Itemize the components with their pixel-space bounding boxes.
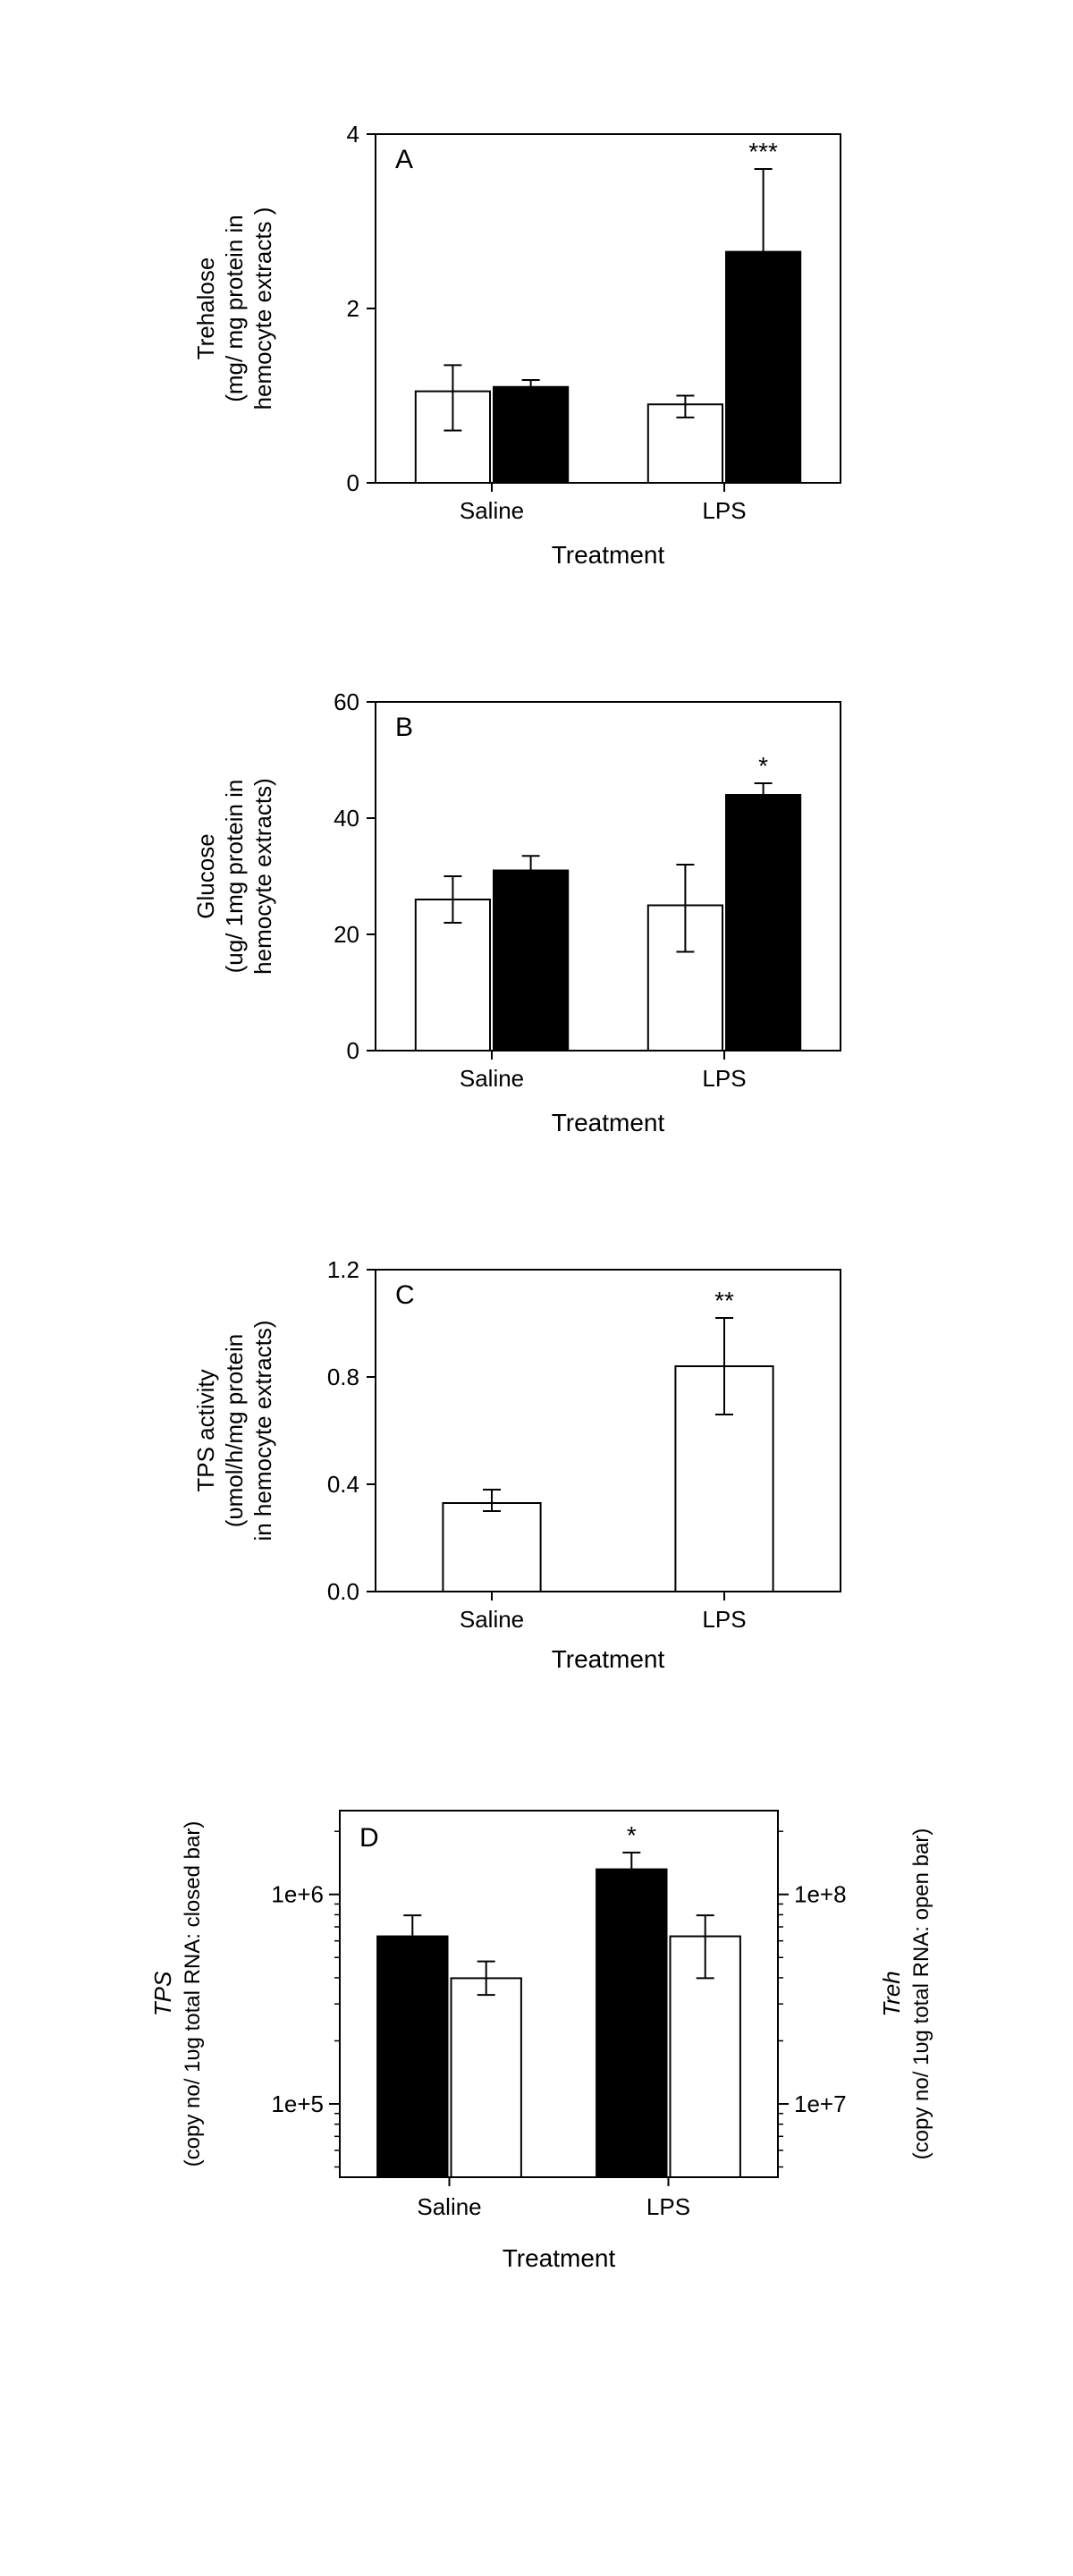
svg-text:C: C <box>395 1280 415 1310</box>
svg-text:(mg/ mg protein in: (mg/ mg protein in <box>221 215 248 402</box>
svg-text:LPS: LPS <box>646 2193 690 2220</box>
svg-text:hemocyte extracts): hemocyte extracts) <box>249 778 276 975</box>
svg-text:A: A <box>395 145 413 174</box>
panel-c-svg: 0.0 0.4 0.8 1.2 TPS activity(υmol/h/mg prote… <box>197 1243 876 1708</box>
svg-text:hemocyte extracts ): hemocyte extracts ) <box>249 207 276 410</box>
svg-text:1e+6: 1e+6 <box>271 1881 324 1908</box>
svg-text:1e+5: 1e+5 <box>271 2090 324 2117</box>
svg-text:D: D <box>359 1823 379 1853</box>
svg-text:(υmol/h/mg protein: (υmol/h/mg protein <box>221 1334 248 1528</box>
svg-text:Treatment: Treatment <box>552 541 665 569</box>
svg-text:TPS: TPS <box>149 1971 176 2016</box>
svg-text:Saline: Saline <box>460 1606 524 1633</box>
svg-text:60: 60 <box>334 688 359 715</box>
panel-b: 0 20 40 60 Glucose(ug/ 1mg protein inhemocyt… <box>197 675 876 1180</box>
svg-text:*: * <box>627 1821 637 1849</box>
svg-text:Saline: Saline <box>417 2193 481 2220</box>
svg-text:LPS: LPS <box>702 1065 746 1092</box>
svg-text:***: *** <box>748 138 778 165</box>
panel-d: 1e+51e+61e+71e+8TPS(copy no/ 1υg total R… <box>134 1775 939 2316</box>
panel-a: 0 2 4 Trehalose(mg/ mg protein inhemocyte e… <box>197 107 876 612</box>
svg-text:LPS: LPS <box>702 1606 746 1633</box>
svg-text:LPS: LPS <box>702 497 746 524</box>
svg-text:Trehalose: Trehalose <box>197 258 219 360</box>
svg-text:Treh: Treh <box>878 1971 905 2017</box>
svg-text:1e+7: 1e+7 <box>794 2090 847 2117</box>
svg-text:2: 2 <box>347 295 359 322</box>
svg-text:0: 0 <box>347 469 359 496</box>
svg-text:0: 0 <box>347 1037 359 1064</box>
svg-text:*: * <box>758 752 768 780</box>
svg-text:Saline: Saline <box>460 1065 524 1092</box>
svg-text:B: B <box>395 713 413 742</box>
svg-text:40: 40 <box>334 805 359 832</box>
svg-text:4: 4 <box>347 121 359 148</box>
svg-text:TPS activity: TPS activity <box>197 1369 219 1491</box>
svg-text:0.0: 0.0 <box>327 1578 359 1605</box>
svg-text:20: 20 <box>334 921 359 948</box>
panel-a-svg: 0 2 4 Trehalose(mg/ mg protein inhemocyte e… <box>197 107 876 608</box>
svg-text:Glucose: Glucose <box>197 833 219 918</box>
svg-text:**: ** <box>714 1287 734 1314</box>
svg-text:Saline: Saline <box>460 497 524 524</box>
svg-text:(copy no/ 1υg total RNA: open: (copy no/ 1υg total RNA: open bar) <box>909 1829 934 2160</box>
svg-text:0.4: 0.4 <box>327 1471 359 1498</box>
panel-c: 0.0 0.4 0.8 1.2 TPS activity(υmol/h/mg prote… <box>197 1243 876 1712</box>
panel-d-svg: 1e+51e+61e+71e+8TPS(copy no/ 1υg total R… <box>134 1775 939 2311</box>
svg-text:1.2: 1.2 <box>327 1256 359 1283</box>
svg-text:Treatment: Treatment <box>552 1645 665 1673</box>
figure-column: 024Trehalose(mg/ mg protein inhemocyte e… <box>0 0 1073 2423</box>
svg-text:Treatment: Treatment <box>503 2244 616 2272</box>
svg-text:(copy no/ 1υg total RNA: close: (copy no/ 1υg total RNA: closed bar) <box>181 1821 205 2167</box>
svg-text:0.8: 0.8 <box>327 1364 359 1390</box>
svg-text:1e+8: 1e+8 <box>794 1881 847 1908</box>
svg-text:Treatment: Treatment <box>552 1109 665 1136</box>
panel-b-svg: 0 20 40 60 Glucose(ug/ 1mg protein inhemocyt… <box>197 675 876 1176</box>
svg-text:(ug/ 1mg protein in: (ug/ 1mg protein in <box>221 780 248 974</box>
svg-text:in hemocyte extracts): in hemocyte extracts) <box>249 1320 276 1541</box>
